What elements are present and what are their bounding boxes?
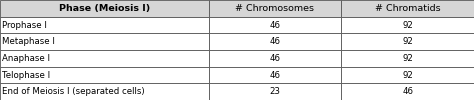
Bar bbox=[0, 50, 209, 67]
Bar bbox=[0, 0, 209, 17]
Text: 23: 23 bbox=[269, 87, 281, 96]
Text: 92: 92 bbox=[402, 20, 413, 30]
Bar bbox=[341, 33, 474, 50]
Bar bbox=[0, 17, 209, 33]
Text: Metaphase I: Metaphase I bbox=[2, 37, 55, 46]
Bar bbox=[341, 17, 474, 33]
Text: Phase (Meiosis I): Phase (Meiosis I) bbox=[59, 4, 150, 13]
Text: 92: 92 bbox=[402, 37, 413, 46]
Text: 92: 92 bbox=[402, 54, 413, 63]
Bar bbox=[209, 33, 341, 50]
Text: 92: 92 bbox=[402, 70, 413, 80]
Bar bbox=[341, 0, 474, 17]
Bar bbox=[209, 67, 341, 83]
Text: Anaphase I: Anaphase I bbox=[2, 54, 50, 63]
Text: 46: 46 bbox=[402, 87, 413, 96]
Bar bbox=[0, 33, 209, 50]
Text: 46: 46 bbox=[269, 37, 281, 46]
Bar bbox=[341, 67, 474, 83]
Bar bbox=[209, 0, 341, 17]
Bar bbox=[0, 67, 209, 83]
Bar bbox=[209, 50, 341, 67]
Text: Prophase I: Prophase I bbox=[2, 20, 47, 30]
Text: 46: 46 bbox=[269, 20, 281, 30]
Bar bbox=[341, 50, 474, 67]
Text: 46: 46 bbox=[269, 54, 281, 63]
Text: # Chromatids: # Chromatids bbox=[375, 4, 440, 13]
Text: # Chromosomes: # Chromosomes bbox=[236, 4, 314, 13]
Bar bbox=[0, 83, 209, 100]
Text: End of Meiosis I (separated cells): End of Meiosis I (separated cells) bbox=[2, 87, 145, 96]
Bar bbox=[341, 83, 474, 100]
Bar bbox=[209, 83, 341, 100]
Text: Telophase I: Telophase I bbox=[2, 70, 51, 80]
Text: 46: 46 bbox=[269, 70, 281, 80]
Bar bbox=[209, 17, 341, 33]
